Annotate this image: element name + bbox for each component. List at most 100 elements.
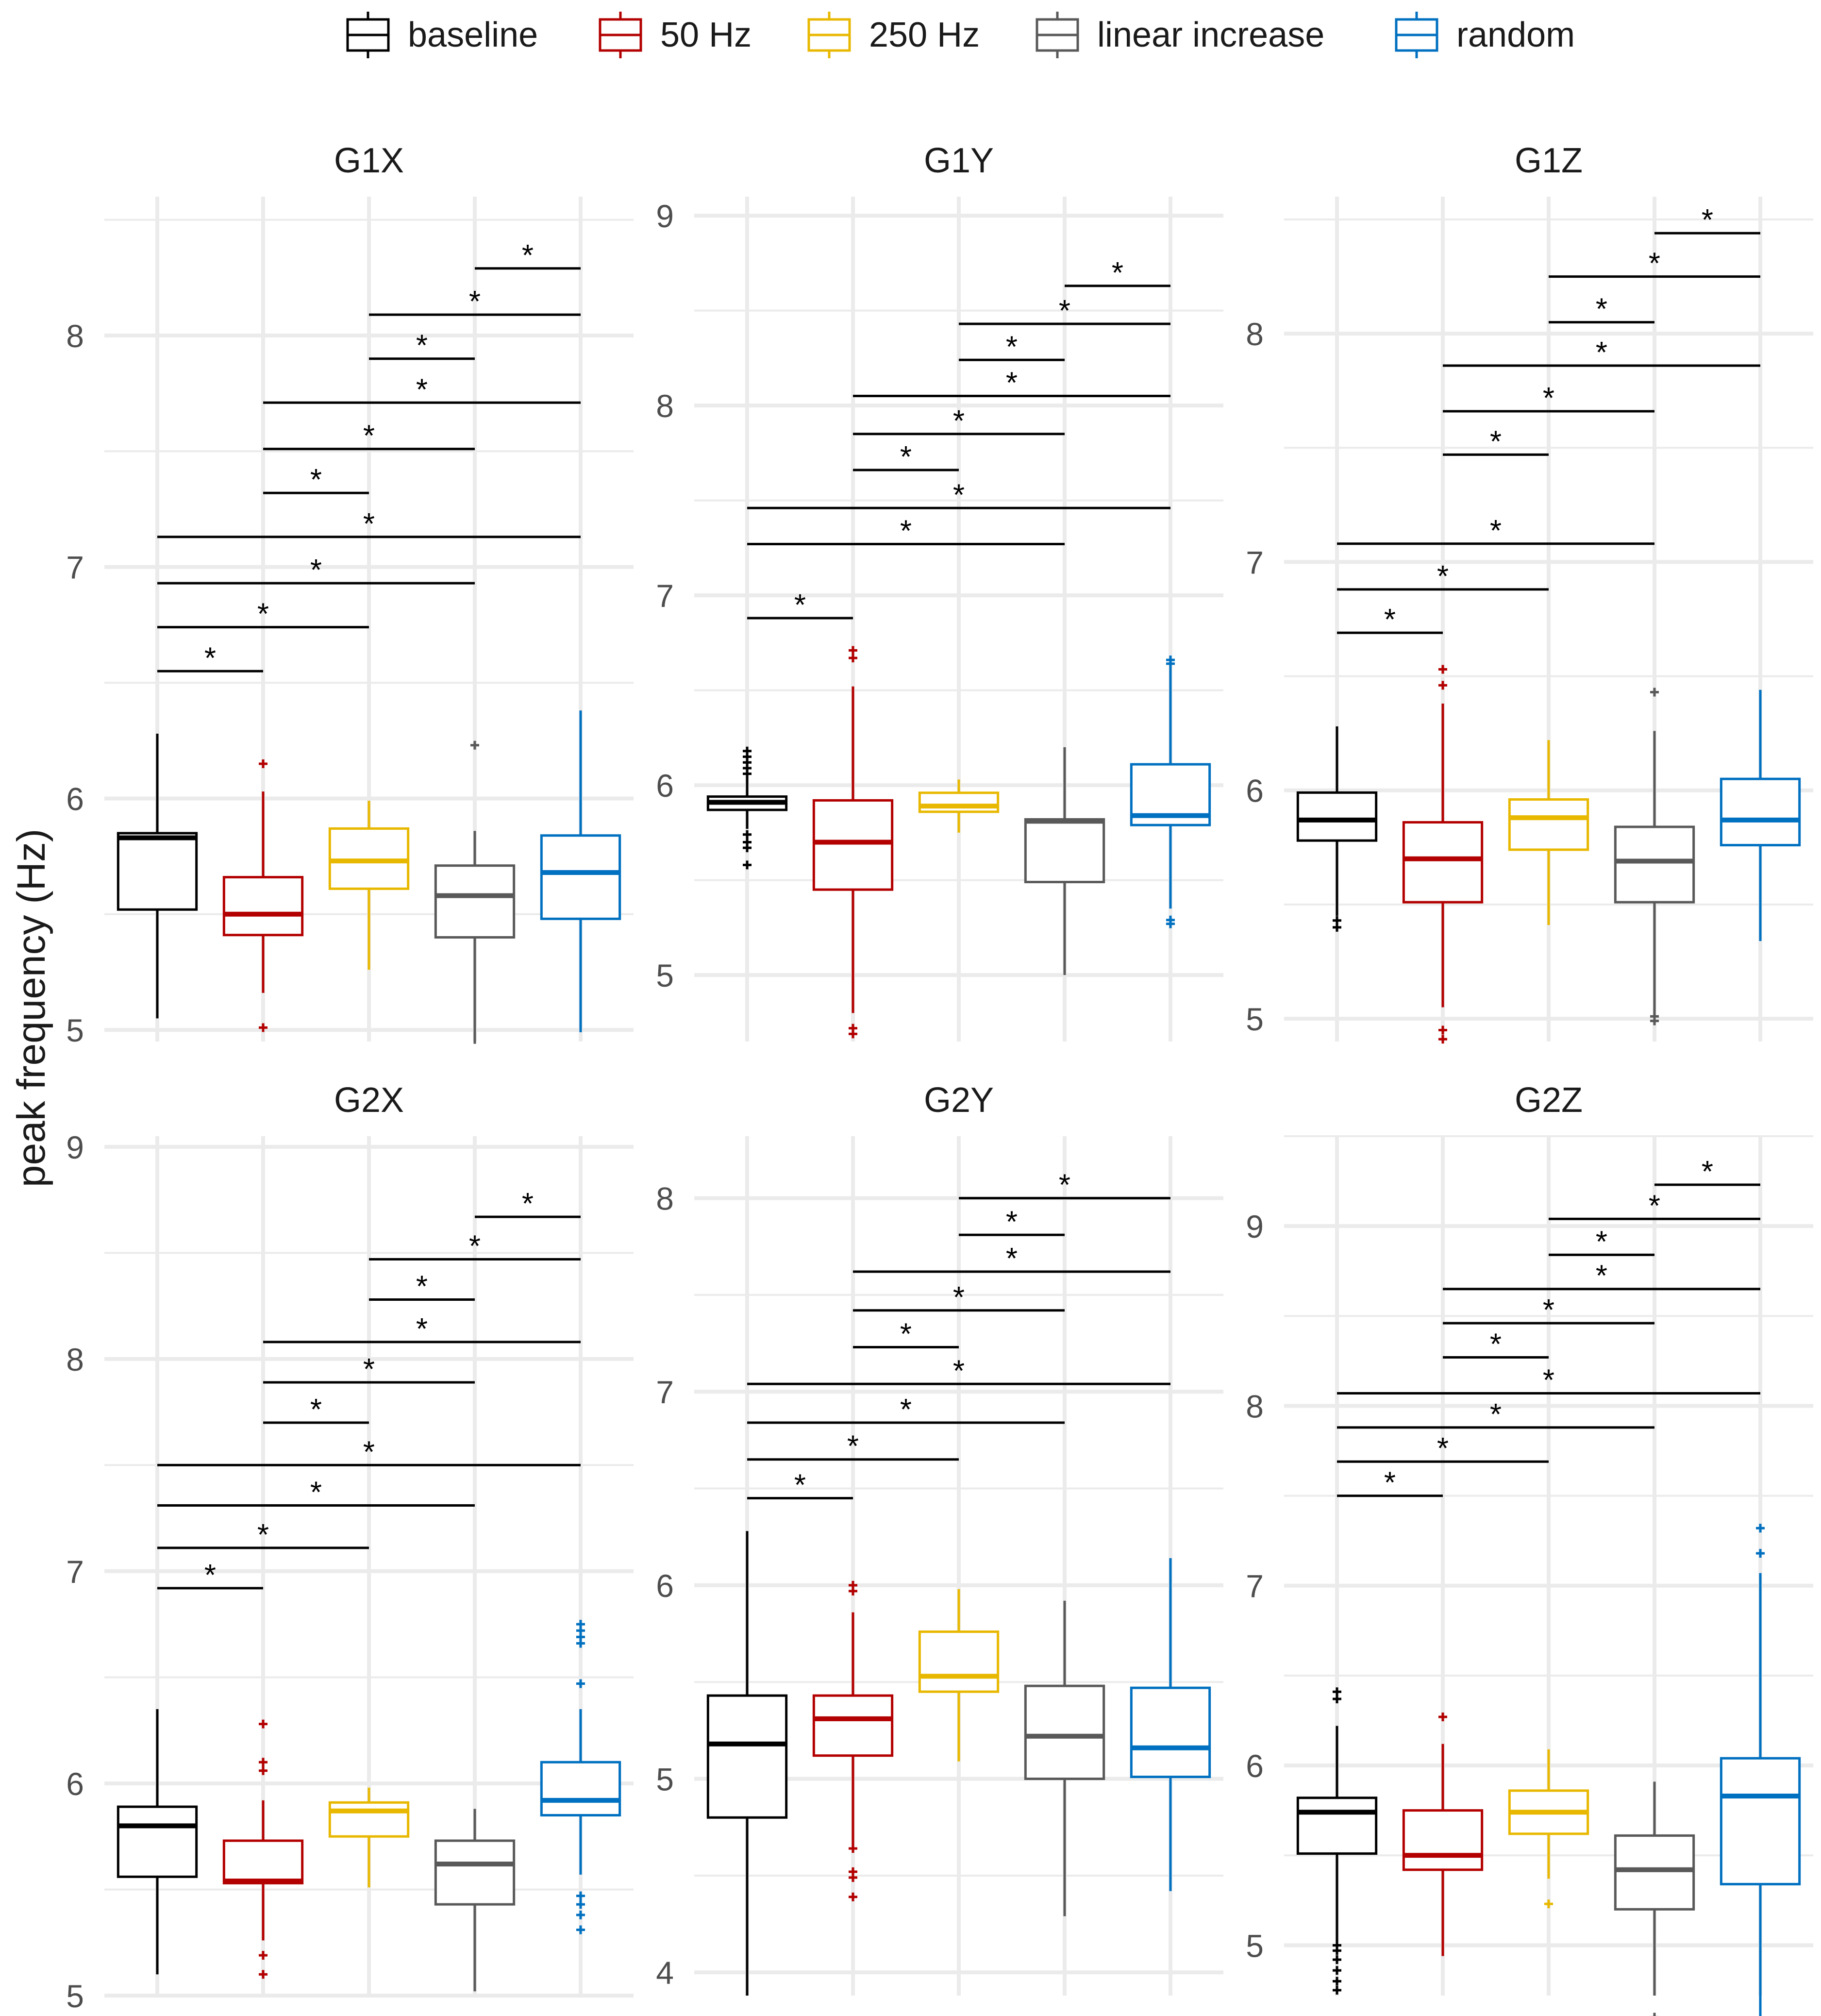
significance-star: * (363, 1435, 375, 1469)
box-baseline (117, 733, 198, 1019)
outlier-point (849, 654, 857, 663)
significance-star: * (1596, 336, 1607, 370)
outlier-point (1166, 915, 1175, 924)
outlier-point (743, 838, 752, 847)
legend-label: random (1456, 16, 1575, 54)
box-250-hz (918, 1589, 1000, 1762)
significance-star: * (1490, 1327, 1502, 1361)
y-tick-label: 7 (1246, 544, 1264, 580)
box-linear-increase (1614, 1781, 1695, 2016)
y-tick-label: 7 (66, 550, 84, 586)
legend-item: random (1393, 11, 1575, 59)
box-iqr (1402, 821, 1484, 904)
box-random (1130, 1558, 1211, 1891)
significance-star: * (900, 515, 912, 548)
box-linear-increase (1024, 747, 1105, 975)
y-tick-label: 5 (656, 1762, 674, 1798)
outlier-point (259, 1970, 267, 1979)
box-iqr (812, 799, 894, 891)
box-iqr (1024, 818, 1105, 884)
significance-star: * (1596, 293, 1607, 326)
y-tick-label: 6 (1246, 773, 1264, 809)
box-baseline (117, 1709, 198, 1975)
significance-star: * (204, 1559, 216, 1592)
y-tick-label: 5 (1246, 1001, 1264, 1037)
panel-title: G1Y (924, 141, 994, 180)
box-250-hz (328, 801, 410, 970)
box-50-hz (222, 1719, 304, 1979)
box-iqr (117, 1805, 198, 1878)
box-50-hz (812, 1580, 894, 1901)
outlier-point (470, 740, 479, 750)
outlier-point (849, 646, 857, 655)
box-iqr (1720, 777, 1801, 847)
legend-item: 250 Hz (806, 11, 980, 59)
outlier-point (1650, 688, 1659, 697)
outlier-point (259, 1023, 267, 1032)
box-50-hz (812, 646, 894, 1039)
y-tick-label: 8 (1246, 316, 1264, 352)
legend-item: linear increase (1034, 11, 1324, 59)
significance-star: * (1112, 256, 1123, 290)
outlier-point (1333, 1955, 1341, 1964)
outlier-point (259, 1758, 267, 1767)
significance-star: * (900, 440, 912, 474)
significance-star: * (416, 1270, 428, 1304)
panel-g2x: G2X 5 6 7 8 9 * * * * * * * * * * (66, 1081, 634, 2014)
box-random (540, 1620, 621, 1934)
significance-star: * (310, 554, 322, 587)
significance-star: * (1490, 1398, 1502, 1431)
box-iqr (812, 1694, 894, 1757)
legend-key-icon (597, 11, 644, 59)
significance-star: * (1059, 1169, 1070, 1202)
legend-key-icon (1034, 11, 1081, 59)
box-iqr (117, 832, 198, 911)
box-iqr (1614, 1834, 1695, 1911)
y-tick-label: 5 (656, 958, 674, 993)
y-tick-label: 6 (66, 1766, 84, 1802)
outlier-point (743, 860, 752, 870)
significance-star: * (416, 1312, 428, 1346)
significance-star: * (363, 507, 375, 541)
outlier-point (1333, 1687, 1341, 1697)
box-random (1720, 1524, 1801, 2016)
significance-star: * (1702, 1155, 1713, 1189)
legend-label: baseline (408, 16, 538, 54)
outlier-point (1333, 916, 1341, 925)
box-iqr (222, 876, 304, 937)
outlier-point (1333, 1966, 1341, 1975)
box-iqr (1402, 1809, 1484, 1871)
box-iqr (434, 1839, 516, 1906)
significance-star: * (1596, 1260, 1607, 1293)
outlier-point (576, 1910, 585, 1919)
box-linear-increase (1614, 688, 1695, 1025)
significance-star: * (794, 1468, 806, 1502)
outlier-point (849, 1892, 857, 1901)
significance-star: * (953, 1354, 965, 1388)
box-50-hz (1402, 1713, 1484, 1956)
box-250-hz (1508, 740, 1589, 925)
panel-title: G2X (334, 1081, 404, 1120)
outlier-point (1333, 1985, 1341, 1995)
outlier-point (576, 1891, 585, 1900)
legend-item: baseline (345, 11, 538, 59)
box-baseline (706, 1531, 788, 1996)
y-tick-label: 8 (66, 1342, 84, 1378)
significance-star: * (363, 1353, 375, 1386)
significance-star: * (1490, 425, 1502, 458)
outlier-point (1438, 1035, 1447, 1044)
significance-star: * (953, 478, 965, 512)
box-iqr (1296, 1797, 1378, 1855)
box-250-hz (328, 1787, 410, 1888)
y-tick-label: 6 (656, 768, 674, 804)
outlier-point (1544, 1899, 1553, 1909)
significance-star: * (1059, 294, 1070, 328)
y-tick-label: 6 (656, 1568, 674, 1604)
significance-star: * (1437, 560, 1449, 593)
panel-title: G1Z (1515, 141, 1583, 180)
significance-star: * (1384, 603, 1396, 637)
significance-star: * (469, 285, 481, 319)
box-iqr (540, 834, 621, 920)
